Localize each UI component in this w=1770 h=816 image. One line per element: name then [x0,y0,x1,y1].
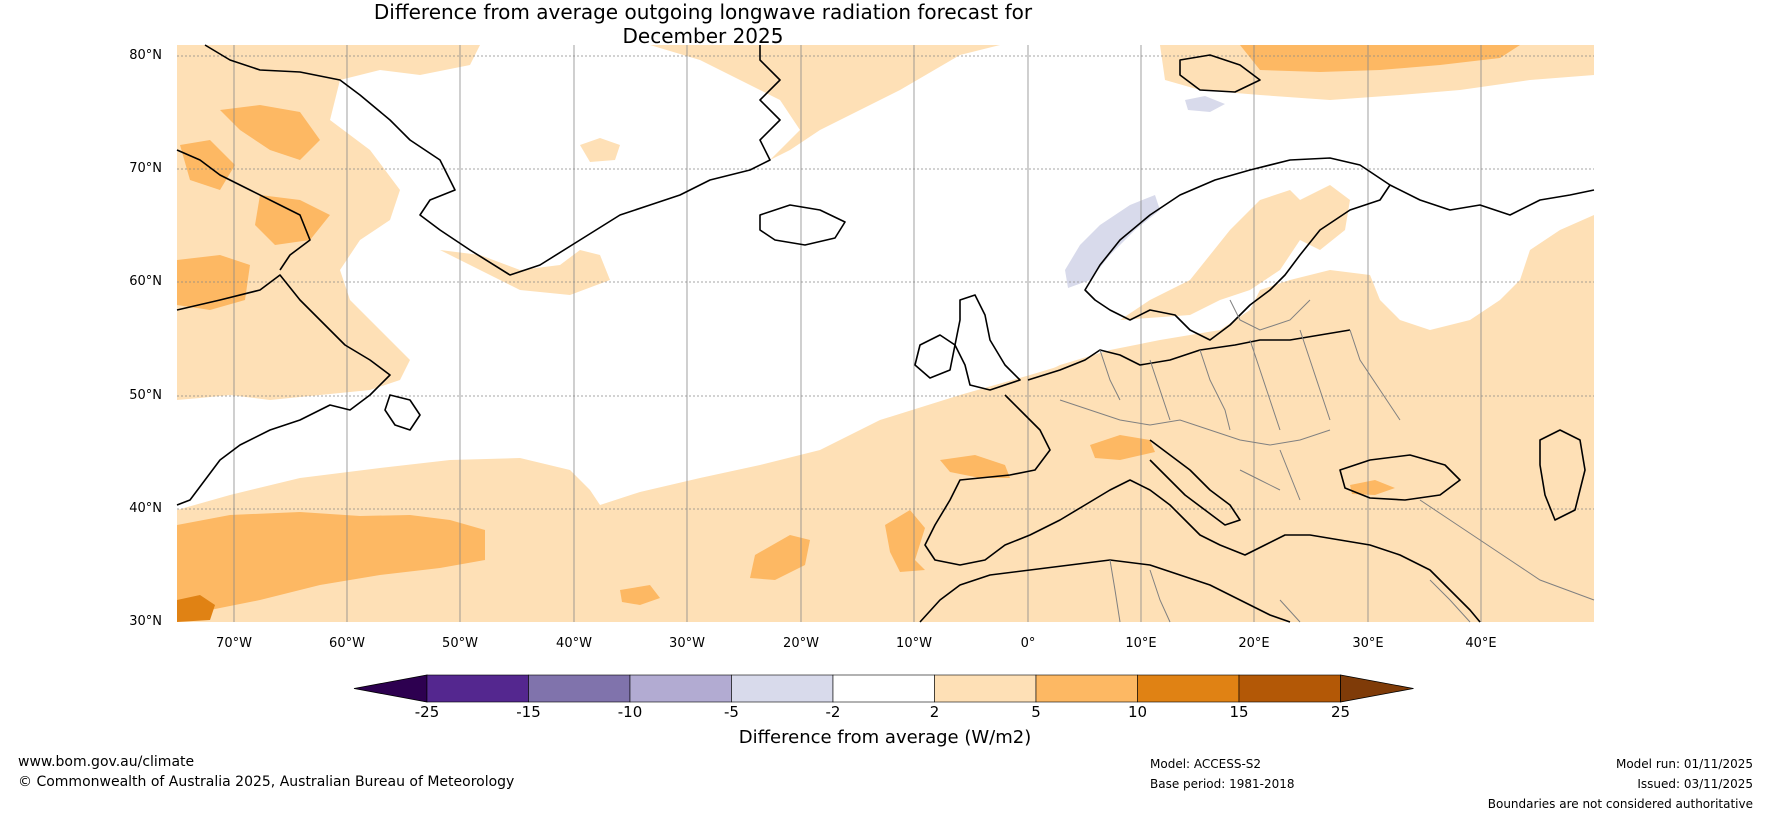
colorbar-extend-high [1340,674,1414,703]
footer-issued: Issued: 03/11/2025 [1637,777,1753,791]
colorbar-bin [629,674,732,703]
lon-label-40w: 40°W [556,636,592,651]
coast-iceland [759,204,846,246]
shade-2to5-greenland-tip [440,250,610,295]
shade-5to10-iberia [940,455,1010,478]
colorbar-tick-label: -25 [414,703,440,721]
colorbar-bin [1035,674,1138,703]
lon-label-10w: 10°W [896,636,932,651]
lon-label-50w: 50°W [442,636,478,651]
coast-ireland [914,334,956,379]
lat-label-40: 40°N [129,501,162,516]
gridlines [177,45,1594,622]
coast-russia-north [1389,184,1595,216]
colorbar-bin [731,674,834,703]
colorbar-tick-label: -5 [724,703,739,721]
colorbar-tick-label: 5 [1031,703,1041,721]
colorbar-bin [934,674,1037,703]
shade-2to5-greenland-east [650,45,1000,160]
lon-label-0: 0° [1020,636,1036,651]
shade-neg5to2-svalbard [1185,96,1225,112]
shade-2to5-finland [1300,185,1350,250]
border-north-africa [1109,559,1471,623]
colorbar-bin [1137,674,1240,703]
coast-black-sea [1339,454,1461,501]
colorbar-tick-label: 15 [1229,703,1249,721]
lon-label-70w: 70°W [216,636,252,651]
coast-labrador [176,274,391,506]
borders [1059,299,1595,623]
shade-5to10-baffin-1 [220,105,320,160]
coast-scandinavia [1084,157,1391,341]
shade-5to10-hudson [255,195,330,245]
lon-label-30w: 30°W [669,636,705,651]
colorbar-tick-label: 10 [1127,703,1148,721]
shade-5to10-canaries [620,585,660,605]
coast-svalbard [1179,54,1261,93]
lon-label-20e: 20°E [1238,636,1270,651]
coast-greenland [204,44,781,276]
colorbar-label: Difference from average (W/m2) [738,727,1032,748]
shade-2to5-europe [1030,215,1594,622]
colorbar-bins [353,674,1414,703]
colorbar-tick-label: -2 [825,703,841,721]
coast-newfoundland [384,394,421,431]
shade-2to5-scandinavia [1120,190,1310,320]
lat-label-80: 80°N [129,48,162,63]
footer-base-period: Base period: 1981-2018 [1150,777,1295,791]
lon-label-20w: 20°W [783,636,819,651]
footer-copyright: © Commonwealth of Australia 2025, Austra… [18,774,515,790]
coast-baffin [176,149,311,271]
coast-europe [924,329,1481,623]
shade-5to10-madeira [885,510,925,572]
shade-5to10-azores [750,535,810,580]
lat-label-70: 70°N [129,161,162,176]
colorbar-tick-label: 2 [929,703,940,721]
colorbar-tick-label: 25 [1330,703,1351,721]
colorbar-extend-low [353,674,428,703]
shade-2to5-atlantic-blob [580,138,620,162]
shade-5to10-subtropics [177,512,485,612]
colorbar-bin [528,674,631,703]
coast-britain [954,294,1021,391]
colorbar-bin [832,674,935,703]
lon-label-30e: 30°E [1352,636,1384,651]
colorbar-tick-label: -10 [617,703,643,721]
lon-label-10e: 10°E [1125,636,1157,651]
lon-label-40e: 40°E [1465,636,1497,651]
lat-label-60: 60°N [129,274,162,289]
shade-5to10-barents [1240,45,1520,72]
colorbar-bin [426,674,529,703]
footer-disclaimer: Boundaries are not considered authoritat… [1487,797,1753,811]
lon-label-60w: 60°W [329,636,365,651]
title-line-2: December 2025 [622,24,784,48]
colorbar-tick-label: -15 [516,703,541,721]
colorbar-bin [1238,674,1341,703]
border-europe [1059,299,1595,601]
lat-label-50: 50°N [129,388,162,403]
shade-10to15-subtropics [177,595,215,622]
chart-title: Difference from average outgoing longwav… [0,0,1406,48]
coast-caspian [1539,429,1586,521]
anomaly-shading [177,45,1594,622]
title-line-1: Difference from average outgoing longwav… [373,0,1033,24]
footer-website: www.bom.gov.au/climate [18,754,195,770]
shade-5to10-blacksea [1350,480,1395,495]
shade-5to10-alps [1090,435,1155,460]
lat-label-30: 30°N [129,614,162,629]
footer-model: Model: ACCESS-S2 [1150,757,1262,771]
shade-neg5to2-norway [1065,195,1160,288]
coast-italy [1149,439,1241,526]
footer-model-run: Model run: 01/11/2025 [1615,757,1753,771]
